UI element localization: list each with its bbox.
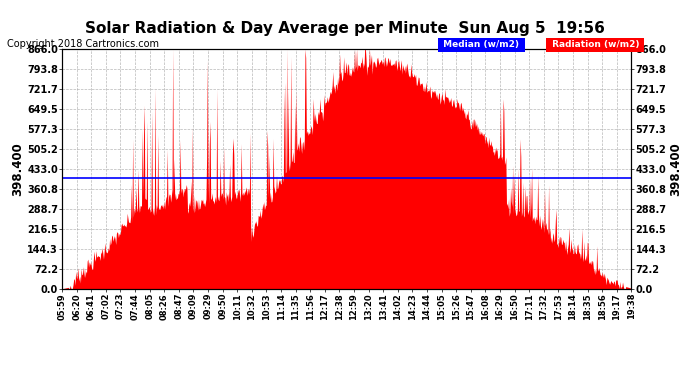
Text: Solar Radiation & Day Average per Minute  Sun Aug 5  19:56: Solar Radiation & Day Average per Minute… [85,21,605,36]
Y-axis label: 398.400: 398.400 [669,142,682,196]
Text: Radiation (w/m2): Radiation (w/m2) [549,40,642,50]
Y-axis label: 398.400: 398.400 [11,142,24,196]
Text: Median (w/m2): Median (w/m2) [440,40,522,50]
Text: Copyright 2018 Cartronics.com: Copyright 2018 Cartronics.com [7,39,159,50]
